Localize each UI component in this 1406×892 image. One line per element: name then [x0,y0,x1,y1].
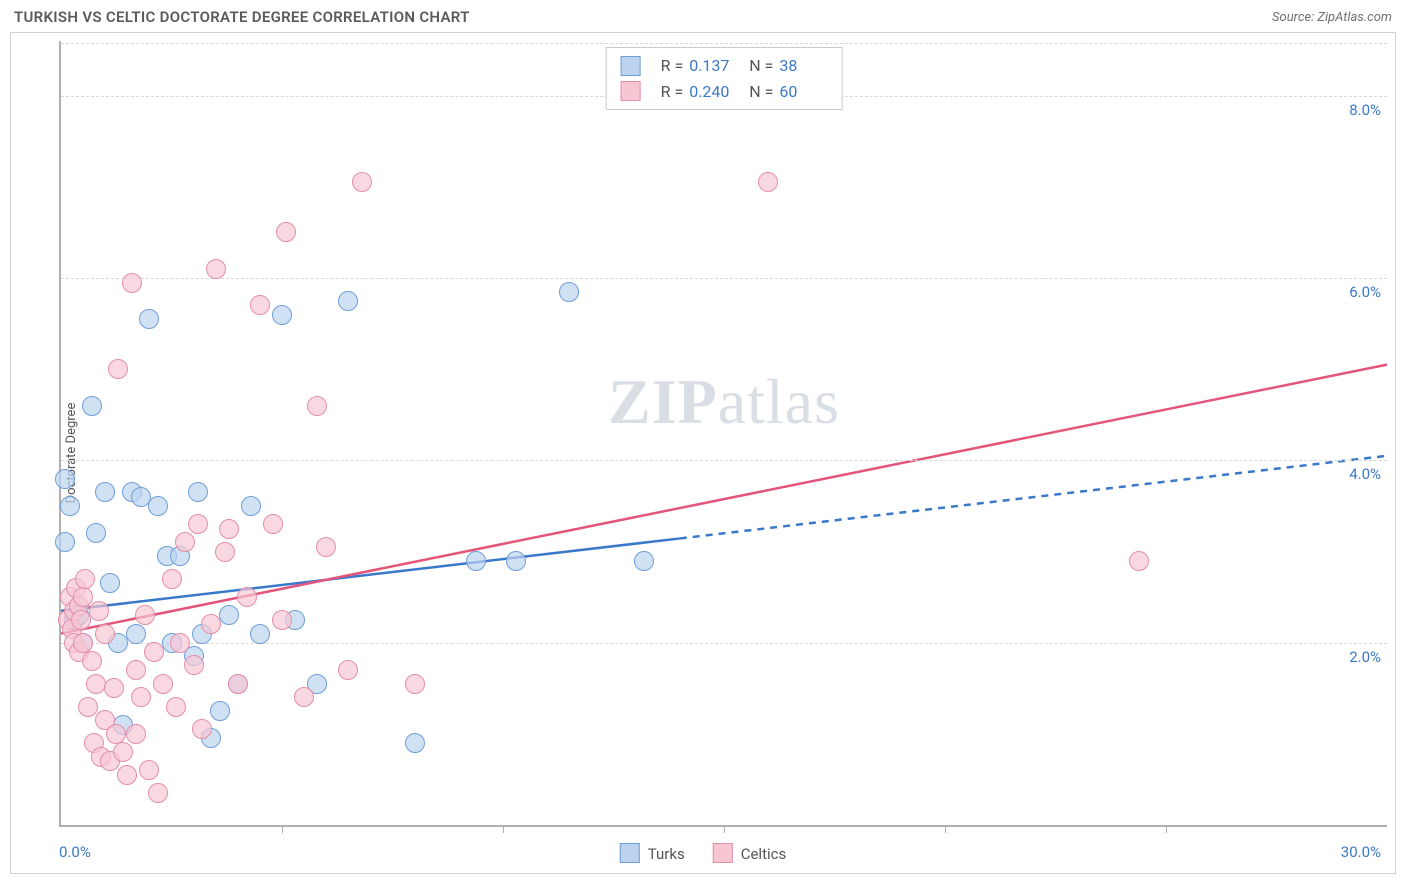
data-point [201,614,221,634]
data-point [122,273,142,293]
legend-row: R = 0.240N = 60 [621,79,828,105]
x-axis-end-label: 30.0% [1341,843,1381,861]
data-point [73,633,93,653]
data-point [559,282,579,302]
data-point [135,605,155,625]
y-tick-label: 8.0% [1349,101,1381,119]
data-point [60,496,80,516]
data-point [78,697,98,717]
stats-legend: R = 0.137N = 38R = 0.240N = 60 [606,47,843,110]
data-point [338,660,358,680]
data-point [466,551,486,571]
data-point [219,519,239,539]
series-legend: Turks Celtics [620,843,786,863]
legend-item: Turks [620,843,685,863]
data-point [148,783,168,803]
x-tick [945,825,946,833]
data-point [276,222,296,242]
data-point [219,605,239,625]
data-point [184,655,204,675]
data-point [139,760,159,780]
data-point [139,309,159,329]
data-point [352,172,372,192]
y-tick-label: 2.0% [1349,648,1381,666]
data-point [113,742,133,762]
data-point [126,624,146,644]
data-point [250,295,270,315]
data-point [95,624,115,644]
data-point [263,514,283,534]
legend-row: R = 0.137N = 38 [621,53,828,79]
source-label: Source: ZipAtlas.com [1272,10,1392,25]
legend-item: Celtics [713,843,787,863]
data-point [104,678,124,698]
y-tick-label: 4.0% [1349,465,1381,483]
x-tick [1166,825,1167,833]
data-point [506,551,526,571]
data-point [144,642,164,662]
data-point [188,514,208,534]
data-point [272,610,292,630]
data-point [192,719,212,739]
data-point [175,532,195,552]
data-point [95,482,115,502]
chart-container: Doctorate Degree ZIPatlas R = 0.137N = 3… [10,32,1396,874]
data-point [405,733,425,753]
data-point [170,633,190,653]
data-point [1129,551,1149,571]
data-point [108,359,128,379]
data-point [188,482,208,502]
data-point [210,701,230,721]
data-point [86,523,106,543]
data-point [131,687,151,707]
data-point [89,601,109,621]
data-point [55,532,75,552]
data-point [166,697,186,717]
data-point [228,674,248,694]
data-point [106,724,126,744]
data-point [126,660,146,680]
gridline [61,460,1387,461]
plot-area: ZIPatlas R = 0.137N = 38R = 0.240N = 60 … [59,41,1387,827]
data-point [215,542,235,562]
data-point [75,569,95,589]
data-point [100,573,120,593]
data-point [148,496,168,516]
data-point [237,587,257,607]
data-point [250,624,270,644]
data-point [405,674,425,694]
data-point [307,396,327,416]
data-point [634,551,654,571]
x-tick [282,825,283,833]
trend-lines [61,41,1387,825]
gridline [61,278,1387,279]
data-point [153,674,173,694]
data-point [82,396,102,416]
chart-title: TURKISH VS CELTIC DOCTORATE DEGREE CORRE… [14,8,470,26]
data-point [206,259,226,279]
data-point [272,305,292,325]
data-point [758,172,778,192]
x-tick [724,825,725,833]
gridline [61,43,1387,44]
data-point [241,496,261,516]
data-point [55,469,75,489]
data-point [294,687,314,707]
y-tick-label: 6.0% [1349,283,1381,301]
data-point [338,291,358,311]
data-point [162,569,182,589]
x-tick [503,825,504,833]
data-point [126,724,146,744]
data-point [117,765,137,785]
data-point [82,651,102,671]
x-axis-start-label: 0.0% [59,843,91,861]
data-point [316,537,336,557]
